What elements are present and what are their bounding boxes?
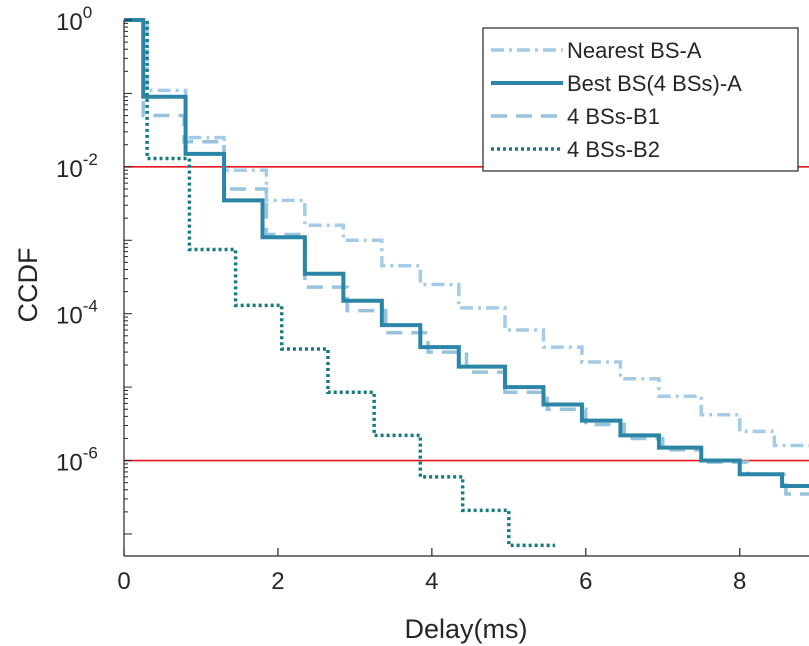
- x-tick-label: 8: [733, 568, 746, 595]
- x-tick-label: 2: [271, 568, 284, 595]
- legend-label: Nearest BS-A: [567, 38, 702, 63]
- y-tick-label: 10-4: [56, 297, 98, 330]
- legend-label: 4 BSs-B2: [567, 137, 660, 162]
- y-axis-label: CCDF: [13, 248, 43, 323]
- series-line-4-bss-b2: [124, 18, 556, 548]
- series-line-best-bs-4-bss-a: [124, 18, 809, 489]
- reference-lines: [124, 166, 809, 462]
- y-tick-base: 10: [56, 303, 83, 330]
- legend: Nearest BS-A Best BS(4 BSs)-A 4 BSs-B1 4 BS…: [482, 27, 799, 172]
- y-tick-label: 100: [56, 3, 92, 36]
- x-tick-label: 6: [579, 568, 592, 595]
- y-tick-exponent: 0: [83, 3, 92, 22]
- y-tick-base: 10: [56, 450, 83, 477]
- y-tick-base: 10: [56, 156, 83, 183]
- x-axis-label: Delay(ms): [404, 614, 527, 644]
- y-tick-label: 10-6: [56, 444, 98, 477]
- y-tick-exponent: -2: [83, 150, 98, 169]
- legend-label: Best BS(4 BSs)-A: [567, 71, 742, 96]
- legend-box: [482, 27, 799, 172]
- y-tick-exponent: -4: [83, 297, 98, 316]
- x-tick-label: 4: [425, 568, 438, 595]
- y-tick-label: 10-2: [56, 150, 98, 183]
- y-tick-exponent: -6: [83, 444, 98, 463]
- y-tick-base: 10: [56, 9, 83, 36]
- legend-label: 4 BSs-B1: [567, 104, 660, 129]
- series-layer: [124, 18, 809, 548]
- x-tick-label: 0: [117, 568, 130, 595]
- x-axis-ticks: 0 2 4 6 8: [117, 548, 746, 595]
